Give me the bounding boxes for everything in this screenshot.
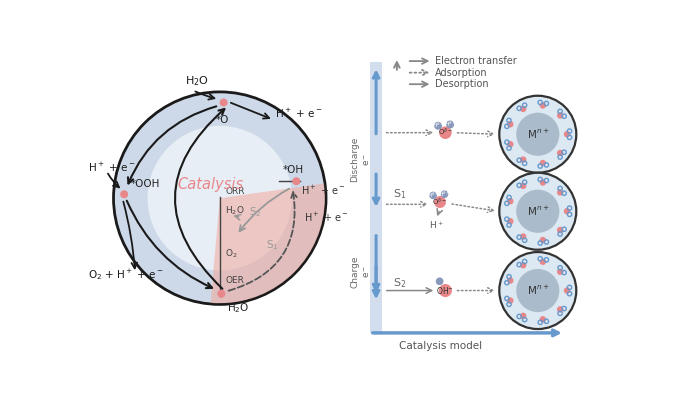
Text: H$_2$O: H$_2$O [227, 301, 249, 314]
Text: S$_1$: S$_1$ [266, 238, 279, 252]
Circle shape [499, 96, 576, 173]
Text: H$^+$ + e$^-$: H$^+$ + e$^-$ [88, 161, 136, 174]
Text: S$_1$: S$_1$ [393, 187, 406, 201]
Text: M$^{n+}$: M$^{n+}$ [527, 205, 549, 218]
Circle shape [507, 198, 514, 204]
Text: e$^-$: e$^-$ [362, 153, 372, 166]
Circle shape [520, 233, 526, 240]
Text: O$_2$ + H$^+$ + e$^-$: O$_2$ + H$^+$ + e$^-$ [88, 267, 164, 282]
Circle shape [120, 190, 128, 198]
Circle shape [507, 277, 514, 284]
Wedge shape [210, 184, 325, 303]
Text: Catalysis: Catalysis [177, 177, 244, 192]
Text: O$^{\delta-}$: O$^{\delta-}$ [432, 196, 447, 208]
FancyBboxPatch shape [370, 62, 382, 333]
Circle shape [540, 258, 546, 265]
Circle shape [557, 306, 564, 312]
Text: H$^+$ + e$^-$: H$^+$ + e$^-$ [304, 210, 349, 224]
Circle shape [557, 189, 564, 196]
Circle shape [434, 196, 446, 208]
Circle shape [540, 160, 546, 166]
Circle shape [114, 92, 326, 304]
Circle shape [564, 287, 571, 294]
Circle shape [439, 126, 451, 139]
Circle shape [520, 262, 526, 268]
Text: H$^+$: H$^+$ [429, 219, 443, 231]
Circle shape [147, 126, 292, 270]
Text: M$^{n+}$: M$^{n+}$ [527, 284, 549, 297]
Circle shape [540, 102, 546, 109]
Circle shape [516, 113, 560, 156]
Text: OH$^{-}$: OH$^{-}$ [436, 285, 454, 296]
Text: H$^{\delta+}$: H$^{\delta+}$ [444, 120, 456, 129]
Circle shape [440, 190, 448, 198]
Circle shape [540, 237, 546, 243]
Text: e$^-$: e$^-$ [362, 264, 372, 278]
Circle shape [436, 278, 443, 285]
Circle shape [557, 268, 564, 275]
Circle shape [540, 316, 546, 322]
Text: H$^{\delta+}$: H$^{\delta+}$ [427, 191, 440, 200]
Circle shape [292, 177, 300, 185]
Circle shape [434, 122, 442, 130]
Text: S$_2$: S$_2$ [249, 205, 262, 219]
Circle shape [499, 252, 576, 329]
Circle shape [557, 227, 564, 233]
Circle shape [520, 156, 526, 163]
Circle shape [220, 98, 227, 106]
Text: H$^+$ + e$^-$: H$^+$ + e$^-$ [275, 107, 322, 120]
Text: *OH: *OH [283, 165, 303, 175]
Circle shape [520, 183, 526, 189]
Circle shape [516, 269, 560, 312]
Text: Discharge: Discharge [350, 137, 359, 182]
Text: Electron transfer: Electron transfer [436, 56, 517, 66]
Text: H$^+$ + e$^-$: H$^+$ + e$^-$ [301, 184, 346, 197]
Circle shape [217, 290, 225, 298]
Circle shape [439, 284, 452, 297]
Text: H$_2$O: H$_2$O [225, 204, 245, 217]
Text: H$^{\delta+}$: H$^{\delta+}$ [432, 121, 445, 130]
Circle shape [540, 179, 546, 186]
Circle shape [520, 313, 526, 319]
Text: O$_2$: O$_2$ [225, 248, 238, 260]
Text: Catalysis model: Catalysis model [399, 341, 482, 350]
Circle shape [446, 120, 454, 128]
Text: M$^{n+}$: M$^{n+}$ [527, 128, 549, 141]
Text: Desorption: Desorption [436, 79, 489, 89]
Circle shape [507, 218, 514, 224]
Circle shape [507, 121, 514, 128]
Text: H$_2$O: H$_2$O [185, 74, 209, 88]
Circle shape [429, 192, 437, 199]
Text: Adsorption: Adsorption [436, 68, 488, 78]
Text: Charge: Charge [350, 255, 359, 288]
Circle shape [507, 297, 514, 304]
Text: ORR: ORR [225, 186, 245, 196]
Text: OER: OER [225, 276, 244, 285]
Circle shape [564, 208, 571, 214]
Circle shape [507, 141, 514, 148]
Circle shape [499, 173, 576, 250]
Circle shape [564, 131, 571, 138]
Circle shape [516, 190, 560, 233]
Text: S$_2$: S$_2$ [393, 276, 406, 290]
Text: *OOH: *OOH [130, 179, 160, 189]
Circle shape [520, 106, 526, 112]
Text: O$^{\delta-}$: O$^{\delta-}$ [438, 127, 453, 138]
Text: *O: *O [216, 115, 229, 125]
Circle shape [557, 150, 564, 156]
Text: H$^{\delta+}$: H$^{\delta+}$ [438, 190, 451, 199]
Circle shape [557, 112, 564, 119]
